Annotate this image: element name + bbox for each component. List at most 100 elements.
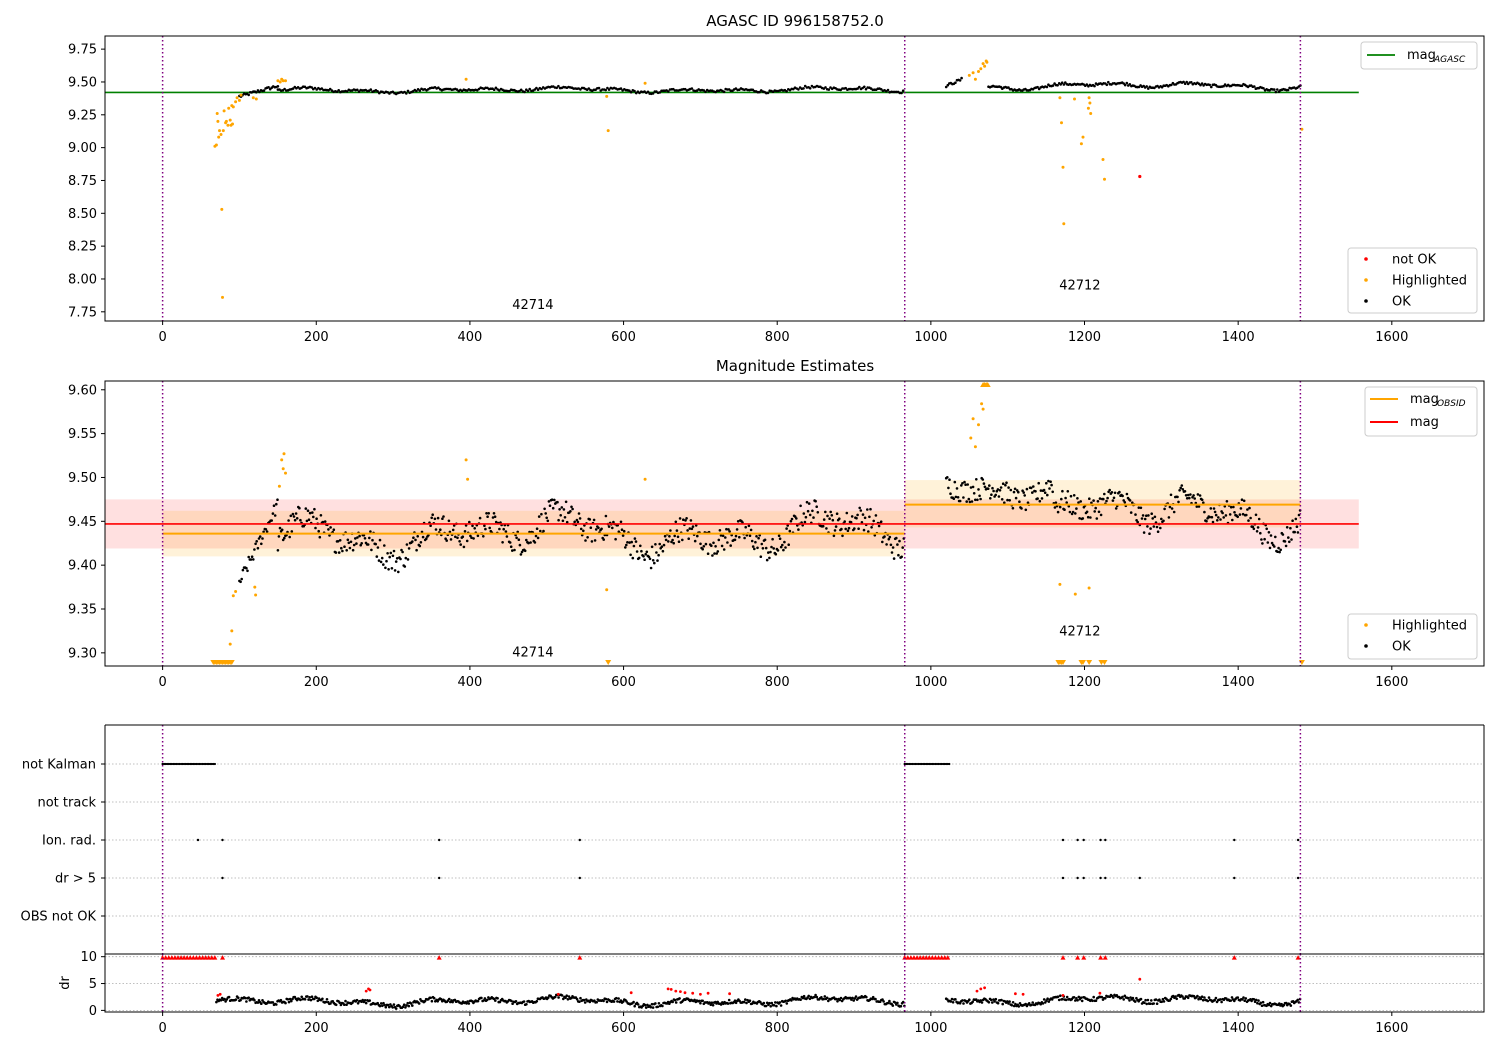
ok-point [971, 485, 975, 489]
panel-2-frame [104, 380, 1485, 667]
ok-point [1050, 483, 1053, 487]
ok-point [667, 90, 670, 93]
ok-point [415, 548, 418, 552]
dr-clipped-marker [220, 955, 226, 960]
dr-point [423, 999, 427, 1003]
ok-point [637, 556, 641, 560]
ok-point [1121, 494, 1124, 498]
dr-point [1011, 1001, 1015, 1004]
ok-point [528, 87, 531, 91]
dr-point [779, 1004, 783, 1007]
dr-point [1243, 999, 1246, 1002]
dr-point [1045, 999, 1048, 1002]
ok-point [498, 527, 501, 531]
ok-point [386, 552, 389, 555]
ok-point [1216, 519, 1219, 522]
ok-point [693, 539, 697, 543]
ok-point [600, 527, 603, 531]
dr-point [482, 999, 486, 1002]
ok-point [246, 569, 249, 573]
ok-point [1077, 501, 1080, 504]
legend-box [1360, 41, 1478, 70]
ok-point [1192, 494, 1195, 497]
dr-point [785, 1002, 789, 1005]
dr-clipped-marker [577, 955, 583, 960]
ok-point [857, 527, 860, 530]
ok-point [766, 91, 770, 95]
ok-point [720, 544, 724, 548]
ok-point [790, 517, 794, 521]
ok-point [770, 545, 773, 549]
dr-point [1080, 999, 1084, 1003]
highlighted-point [219, 133, 223, 136]
ok-point [960, 484, 963, 487]
ok-point [358, 534, 361, 538]
dr-point [801, 996, 805, 1000]
ok-point [738, 535, 741, 539]
dr-point [1169, 997, 1173, 1001]
ok-point [954, 495, 958, 499]
highlighted-point [253, 585, 257, 589]
dr-point [429, 996, 433, 1000]
dr-point [494, 999, 497, 1002]
ok-point [1265, 527, 1268, 531]
dr-point [1229, 999, 1233, 1002]
ok-point [808, 87, 812, 90]
flag-point [1104, 876, 1107, 880]
dr-point [1261, 1000, 1265, 1004]
ok-point [579, 88, 582, 91]
dr-point [560, 994, 564, 997]
dr-point [583, 1001, 587, 1004]
ok-point [822, 518, 826, 521]
ok-point [388, 555, 392, 559]
dr-point [329, 1002, 332, 1005]
dr-flagged-point [728, 992, 731, 996]
ok-point [830, 514, 834, 517]
dr-point [1196, 994, 1199, 998]
dr-point [710, 1001, 714, 1004]
ok-point [1281, 533, 1285, 536]
ok-point [1160, 517, 1163, 521]
ok-point [434, 528, 438, 531]
ok-point [375, 555, 379, 558]
ok-point [270, 519, 274, 522]
highlighted-point [973, 445, 977, 449]
legend-label-mag-obsid: mag [1410, 392, 1439, 407]
dr-point [901, 1000, 905, 1004]
ok-point [1253, 85, 1256, 88]
ok-point [328, 534, 331, 537]
dr-flagged-point [1098, 991, 1102, 995]
ok-point [1246, 508, 1249, 511]
dr-point [411, 1004, 414, 1007]
ok-point [674, 520, 678, 524]
ok-point [390, 567, 394, 570]
dr-point [719, 1003, 723, 1006]
dr-point [1260, 1004, 1264, 1007]
ok-point [261, 537, 264, 540]
ok-point [785, 527, 788, 530]
ok-point [376, 90, 379, 93]
dr-point [1297, 1001, 1301, 1004]
dr-point [1267, 1003, 1271, 1007]
ok-point [405, 543, 409, 546]
dr-point [979, 999, 983, 1002]
ok-point [311, 511, 314, 514]
dr-point [852, 999, 855, 1002]
legend-label: OK [1392, 295, 1411, 310]
ok-point [976, 498, 979, 502]
dr-axis-label: dr [58, 976, 73, 990]
flag-point [920, 762, 923, 766]
dr-point [306, 995, 309, 998]
ok-point [473, 527, 477, 530]
dr-point [223, 997, 226, 1001]
ok-point [548, 504, 552, 508]
dr-point [253, 998, 256, 1002]
dr-point [727, 998, 731, 1002]
ok-point [1094, 506, 1097, 510]
highlighted-point [971, 417, 975, 421]
ok-point [1005, 481, 1008, 485]
dr-point [271, 1001, 275, 1004]
dr-point [381, 1004, 384, 1008]
highlighted-point [277, 484, 281, 488]
dr-clipped-marker [1060, 955, 1066, 960]
